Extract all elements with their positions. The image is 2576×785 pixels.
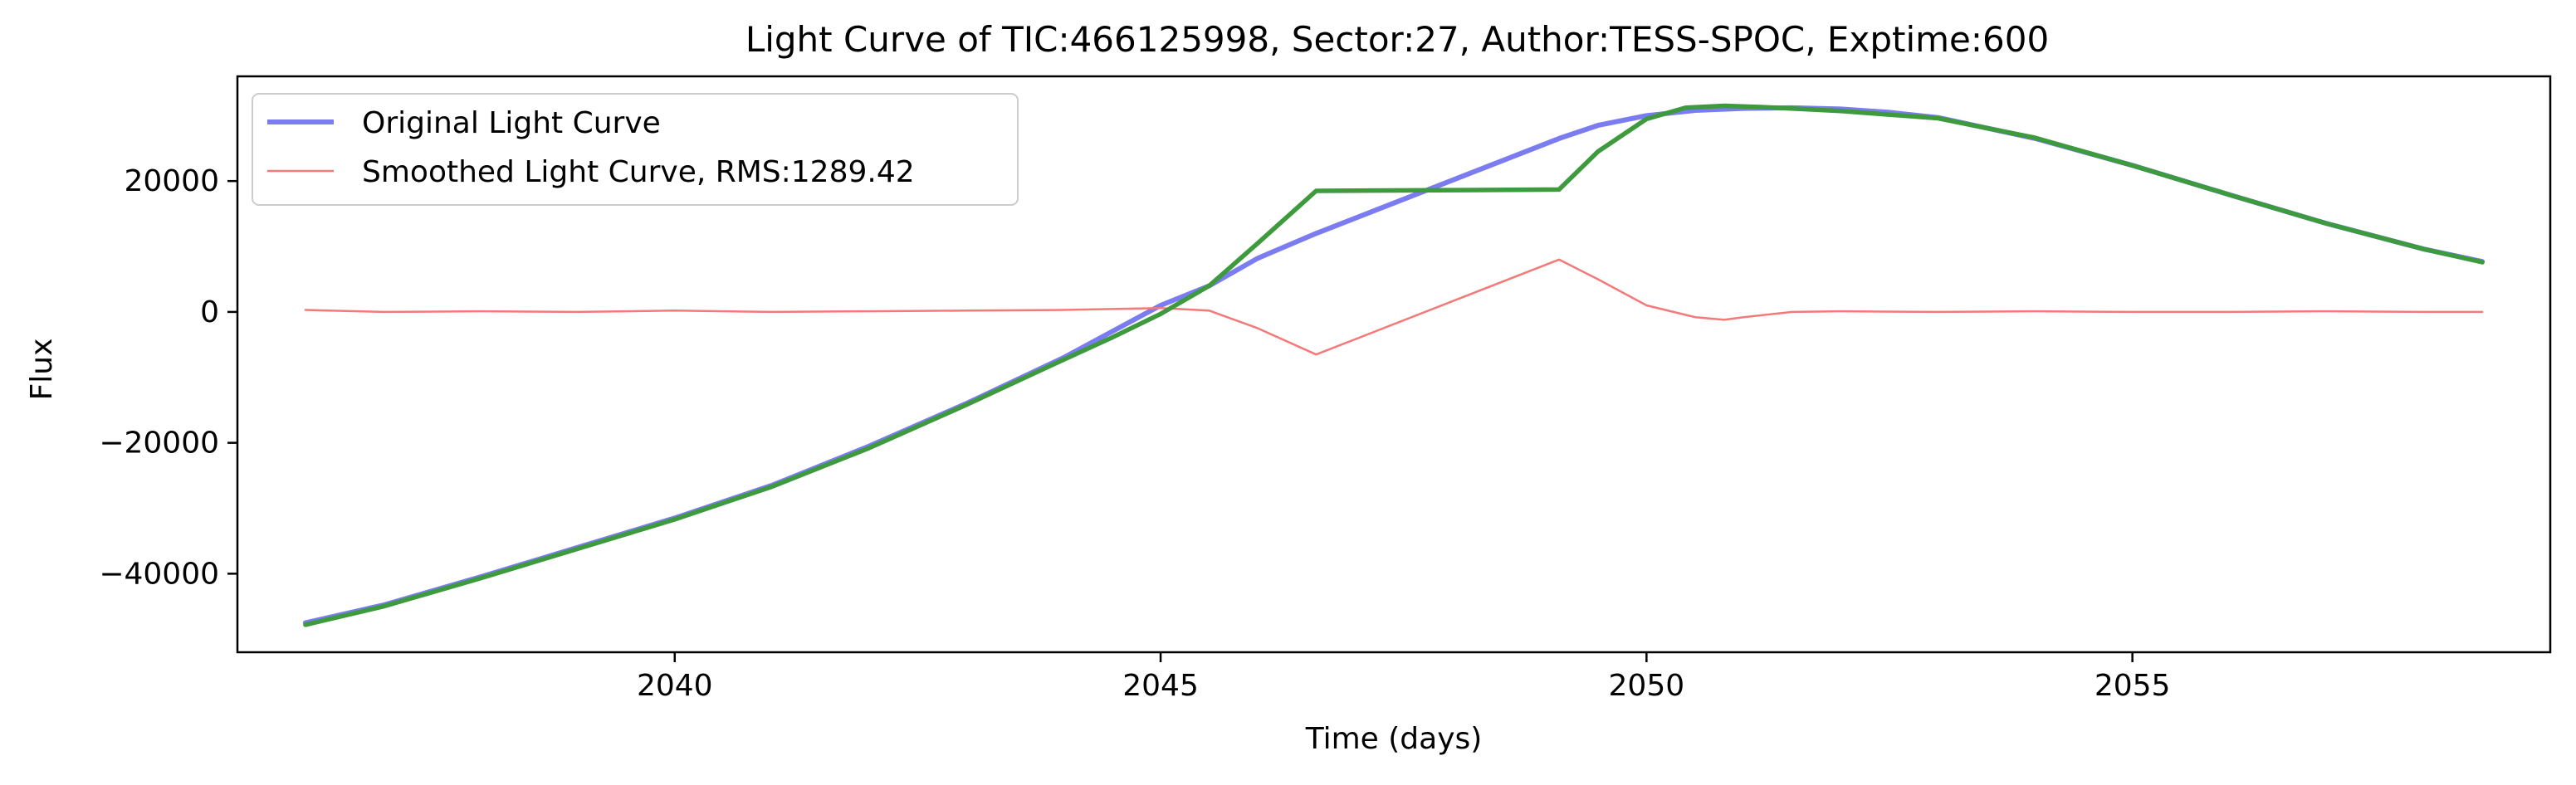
x-tick-label: 2050 [1609, 669, 1685, 703]
x-tick-label: 2055 [2095, 669, 2171, 703]
series-layer [302, 103, 2486, 627]
legend: Original Light Curve Smoothed Light Curv… [252, 93, 1019, 206]
series-fit-line [303, 103, 2485, 627]
plot-frame [236, 75, 2552, 654]
series-smoothed-line [304, 258, 2484, 356]
x-tick-label: 2045 [1122, 669, 1199, 703]
x-tick-label: 2040 [637, 669, 713, 703]
x-axis-label: Time (days) [1305, 722, 1483, 756]
y-axis-label: Flux [25, 339, 59, 401]
y-tick-label: 20000 [124, 164, 219, 198]
legend-box [252, 93, 1019, 206]
x-axis: 2040 2045 2050 2055 [637, 652, 2171, 703]
y-tick-label: −20000 [99, 427, 219, 461]
legend-label-smoothed: Smoothed Light Curve, RMS:1289.42 [362, 155, 915, 189]
legend-label-original: Original Light Curve [362, 106, 661, 140]
chart-title: Light Curve of TIC:466125998, Sector:27,… [745, 19, 2049, 60]
y-tick-label: 0 [200, 295, 219, 329]
y-tick-label: −40000 [99, 557, 219, 591]
y-axis: 20000 0 −20000 −40000 [99, 164, 237, 591]
